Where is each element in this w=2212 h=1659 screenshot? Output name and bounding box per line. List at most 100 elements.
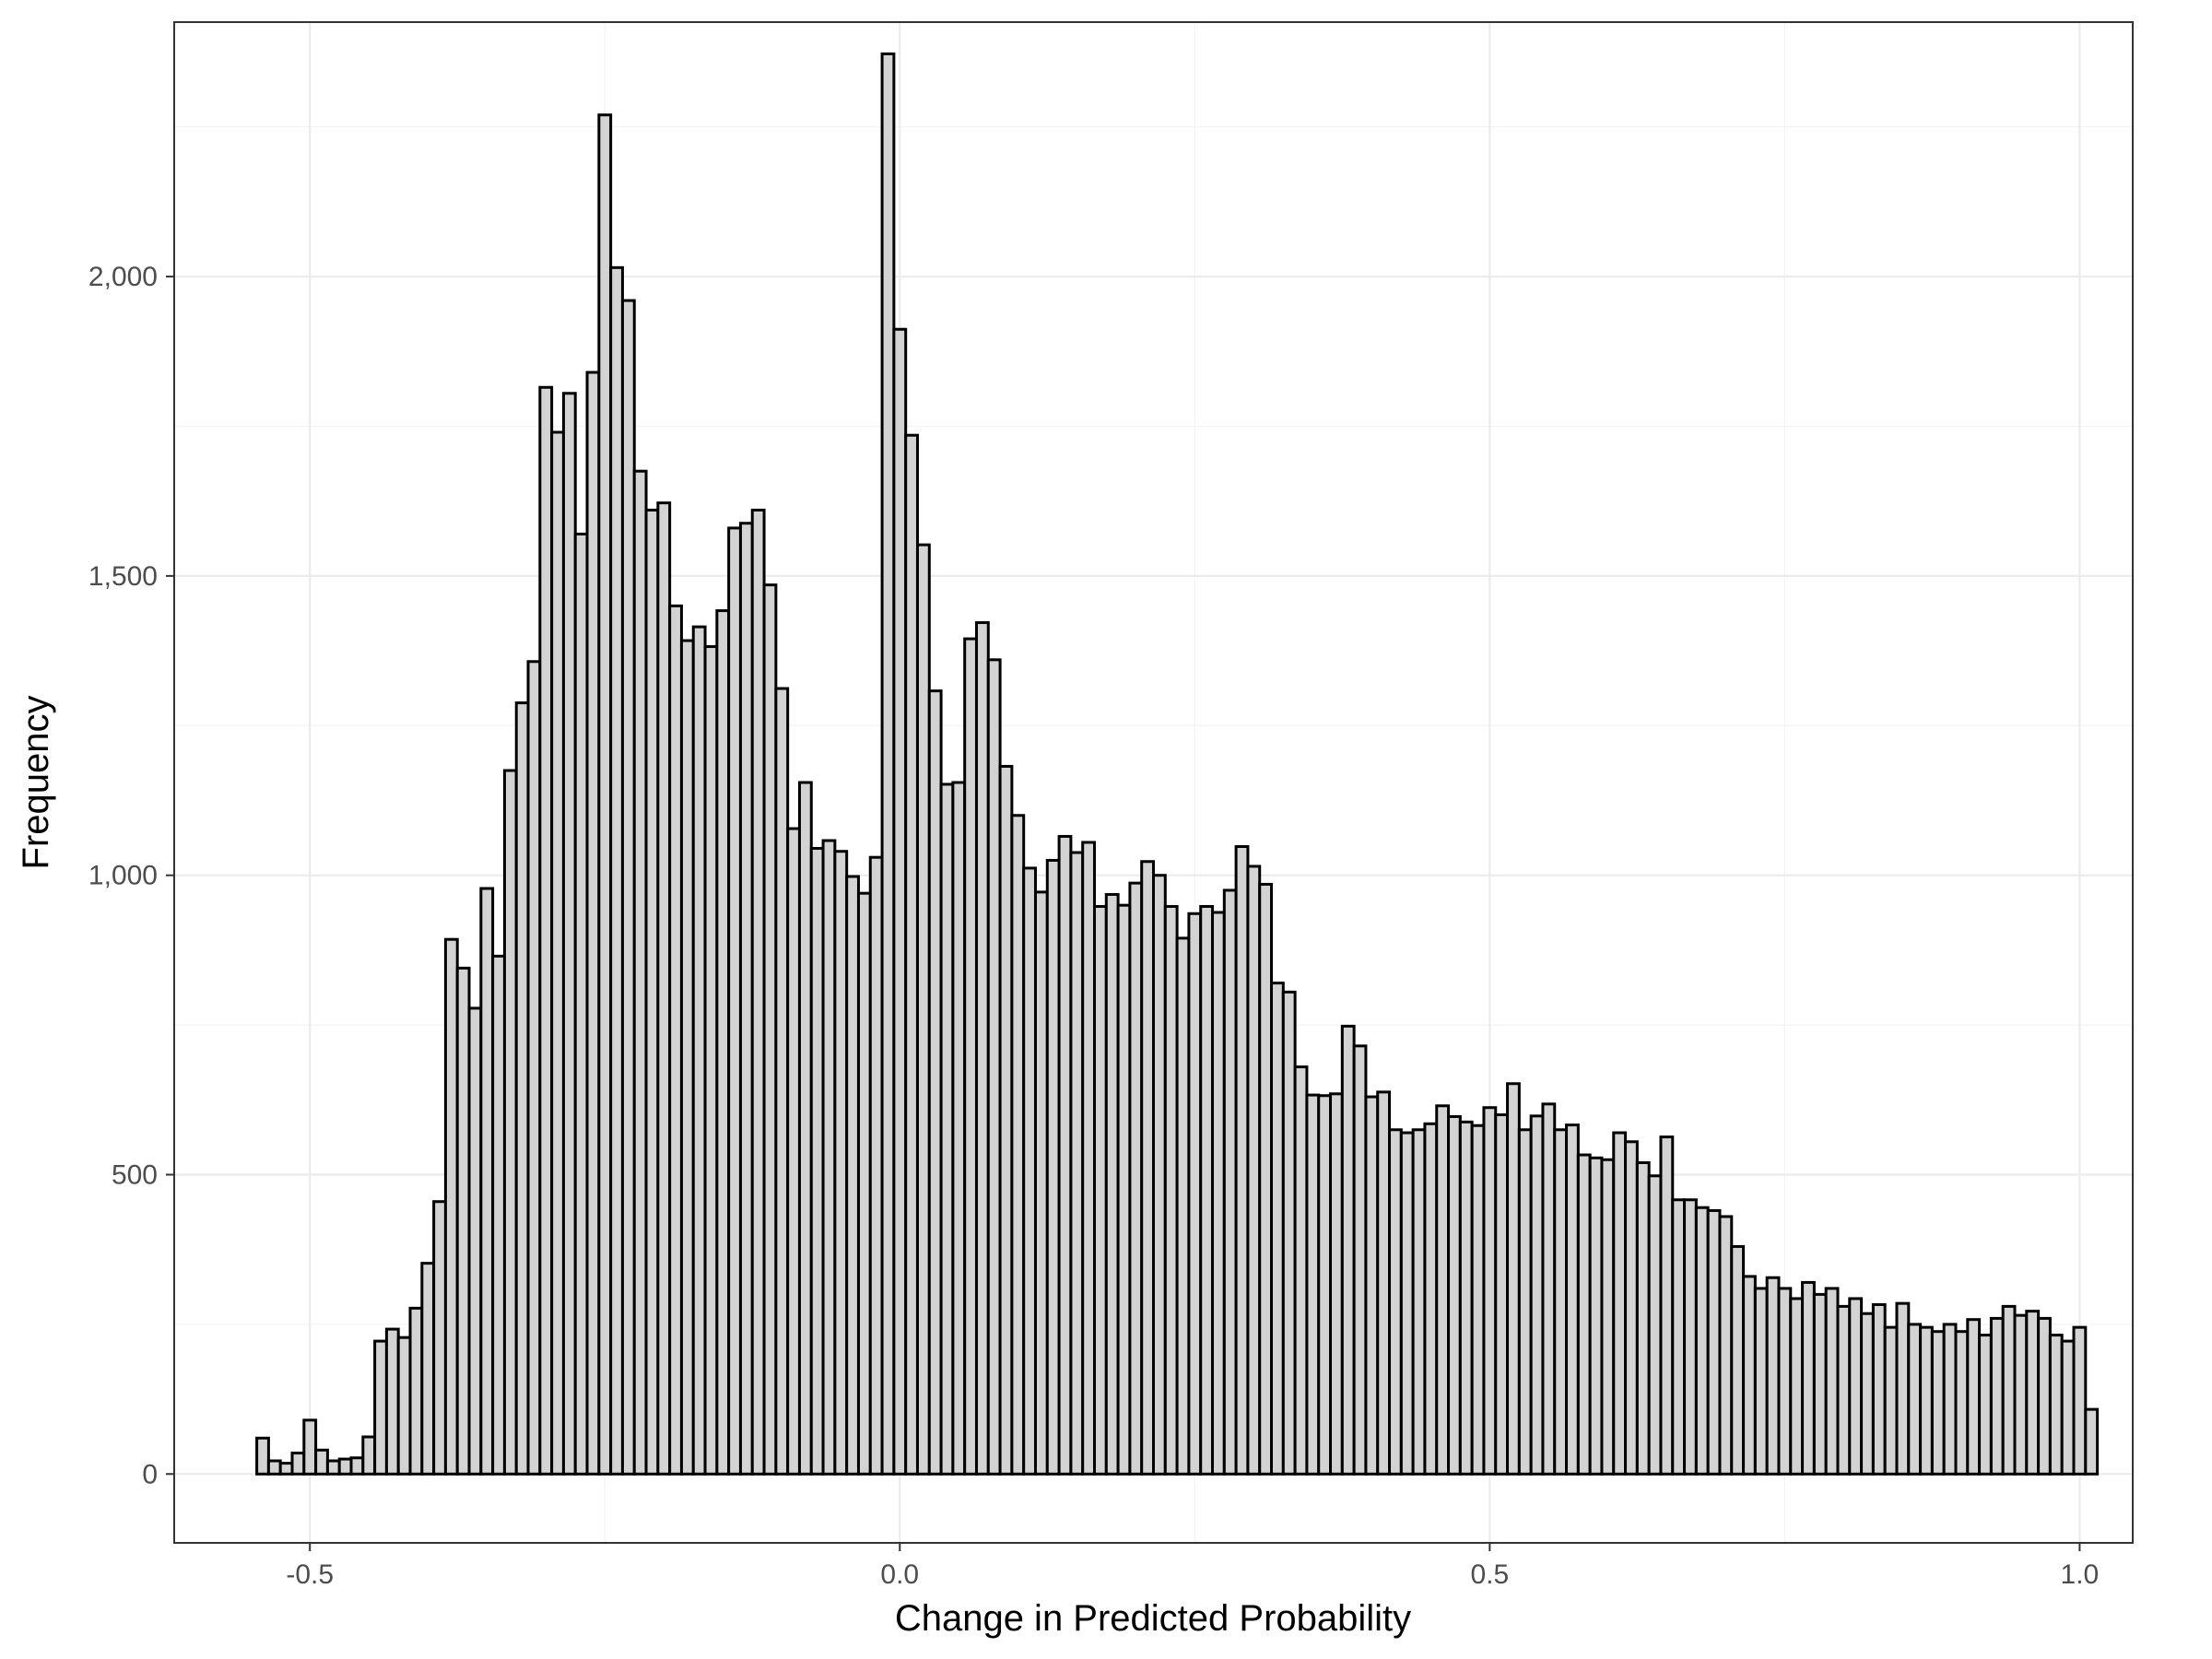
histogram-bar <box>1010 814 1026 1476</box>
histogram-bar <box>2084 1407 2100 1476</box>
histogram-bar <box>1517 1128 1533 1476</box>
histogram-bar <box>632 469 648 1476</box>
histogram-bar <box>904 433 919 1476</box>
histogram-bar <box>750 508 766 1476</box>
histogram-bar <box>668 604 683 1476</box>
histogram-bar <box>467 1006 483 1476</box>
histogram-bar <box>1659 1135 1675 1476</box>
histogram-bar <box>1565 1124 1580 1476</box>
histogram-bar <box>290 1452 306 1476</box>
histogram-bar <box>573 532 589 1476</box>
histogram-bar <box>1199 904 1215 1476</box>
histogram-bar <box>1411 1128 1427 1476</box>
histogram-bar <box>691 625 707 1476</box>
histogram-bar <box>526 660 542 1476</box>
histogram-bar <box>1305 1093 1321 1476</box>
histogram-bar <box>762 583 778 1476</box>
histogram-bar <box>715 609 731 1476</box>
histogram-bar <box>868 855 884 1476</box>
histogram-bar <box>1104 892 1120 1476</box>
histogram-bar <box>809 846 825 1476</box>
histogram-bar <box>1092 904 1108 1476</box>
histogram-bar <box>892 327 908 1476</box>
histogram-bar <box>1187 912 1203 1476</box>
histogram-bar <box>1624 1140 1639 1476</box>
histogram-bar <box>1281 990 1297 1476</box>
histogram-bar <box>1376 1090 1392 1476</box>
histogram-bar <box>821 839 837 1476</box>
histogram-bar <box>1576 1153 1592 1476</box>
histogram-bar <box>656 501 672 1476</box>
histogram-bar <box>703 645 719 1476</box>
histogram-bar <box>314 1448 329 1476</box>
histogram-bar <box>1836 1304 1852 1476</box>
histogram-bar <box>432 1200 447 1476</box>
histogram-bar <box>408 1306 424 1476</box>
histogram-bar <box>1966 1318 1982 1476</box>
histogram-bar <box>1871 1302 1887 1476</box>
histogram-bar <box>1907 1323 1923 1476</box>
histogram-bar <box>1447 1114 1462 1476</box>
histogram-bar <box>1895 1301 1911 1476</box>
histogram-bar <box>1163 904 1179 1476</box>
histogram-bar <box>373 1339 388 1476</box>
histogram-bar <box>1694 1206 1710 1476</box>
histogram-bar <box>2060 1339 2076 1476</box>
plot-panel-border <box>173 21 2134 1544</box>
histogram-bar <box>1022 866 1037 1476</box>
histogram-bar <box>1140 860 1156 1476</box>
y-tick-label: 2,000 <box>88 262 158 292</box>
histogram-bar <box>609 265 624 1476</box>
histogram-bar <box>550 430 565 1476</box>
x-tick-label: 0.5 <box>1470 1559 1509 1590</box>
histogram-bar <box>1647 1174 1663 1476</box>
histogram-bar <box>1352 1044 1368 1476</box>
y-tick-label: 1,000 <box>88 861 158 891</box>
histogram-bar <box>1942 1323 1958 1476</box>
histogram-bar <box>786 827 801 1476</box>
histogram-bar <box>1765 1276 1781 1476</box>
histogram-bar <box>644 508 660 1476</box>
histogram-bar <box>1329 1092 1344 1476</box>
histogram-bar <box>1069 851 1085 1476</box>
histogram-bar <box>561 392 577 1476</box>
histogram-bar <box>1883 1325 1899 1476</box>
histogram-bar <box>1600 1158 1616 1476</box>
histogram-bar <box>384 1327 400 1476</box>
histogram-bar <box>1340 1024 1356 1476</box>
histogram-bar <box>1860 1312 1875 1476</box>
histogram-bar <box>349 1456 365 1476</box>
histogram-bar <box>1045 858 1061 1476</box>
histogram-bar <box>1423 1122 1439 1476</box>
histogram-bar <box>880 52 896 1476</box>
histogram-bar <box>2001 1304 2017 1476</box>
histogram-bar <box>597 113 613 1476</box>
histogram-bar <box>1683 1198 1698 1476</box>
histogram-bar <box>1812 1292 1828 1476</box>
histogram-bar <box>337 1457 353 1476</box>
histogram-bar <box>727 526 742 1476</box>
histogram-bar <box>1506 1082 1521 1476</box>
histogram-bar <box>1246 865 1262 1476</box>
histogram-bar <box>1128 881 1144 1476</box>
histogram-bar <box>1222 888 1238 1476</box>
x-tick-label: 0.0 <box>880 1559 919 1590</box>
histogram-bar <box>1730 1244 1746 1476</box>
histogram-bar <box>1989 1316 2005 1476</box>
histogram-bar <box>2037 1316 2052 1476</box>
histogram-bar <box>1293 1065 1309 1476</box>
histogram-bar <box>797 781 813 1476</box>
histogram-bar <box>1553 1128 1569 1476</box>
y-tick-label: 0 <box>142 1459 158 1489</box>
histogram-bar <box>1588 1156 1604 1476</box>
histogram-bar <box>1175 936 1191 1476</box>
histogram-bar <box>491 954 506 1476</box>
histogram-bar <box>266 1459 282 1476</box>
histogram-bar <box>1152 874 1167 1476</box>
histogram-bar <box>974 621 990 1476</box>
y-tick-label: 500 <box>112 1159 158 1190</box>
histogram-bar <box>1824 1287 1840 1476</box>
histogram-bar <box>1706 1208 1722 1476</box>
histogram-bar <box>538 385 554 1476</box>
